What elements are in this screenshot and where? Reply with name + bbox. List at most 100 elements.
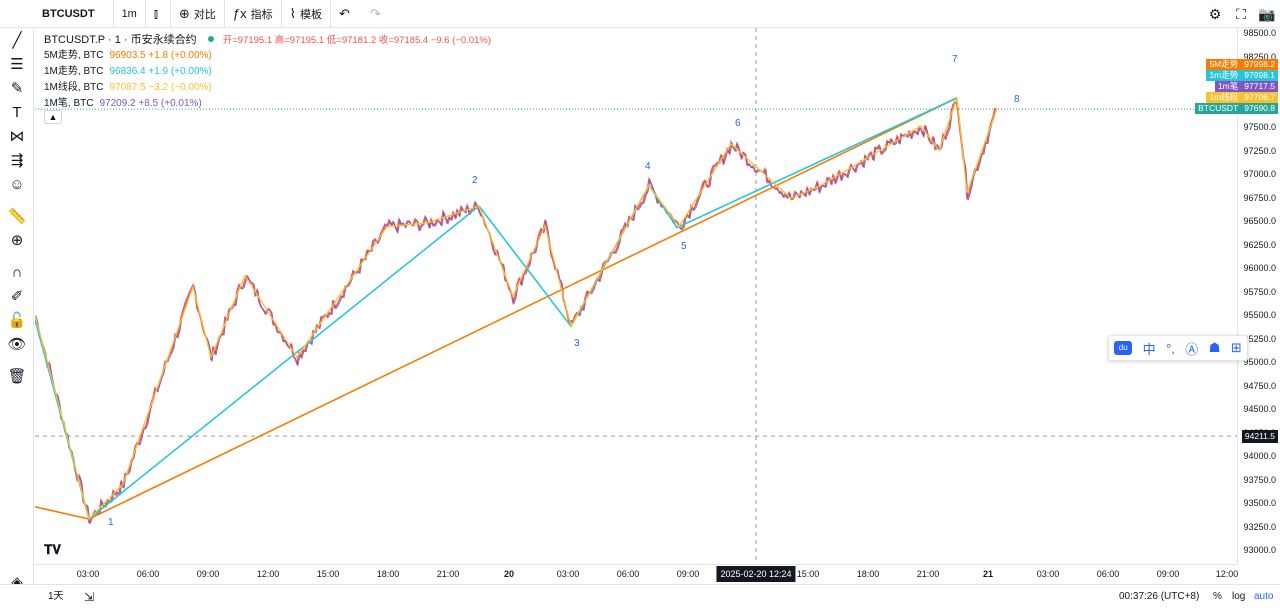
price-tick-label: 98250.0 <box>1243 51 1276 62</box>
price-tick-label: 95750.0 <box>1243 286 1276 297</box>
chart-pane[interactable]: 1 2 3 4 5 6 7 8 <box>34 28 1237 564</box>
floating-logo[interactable]: du <box>1114 341 1133 355</box>
indicators-button[interactable]: ƒx 指标 <box>225 0 282 28</box>
legend-series-value: 96836.4 +1.9 (+0.00%) <box>109 66 212 77</box>
fx-icon: ƒx <box>232 6 247 21</box>
price-tick-label: 93500.0 <box>1243 498 1276 508</box>
undo-button[interactable]: ↶ <box>331 0 362 28</box>
legend-series-row[interactable]: 1M笔, BTC 97209.2 +8.5 (+0.01%) <box>44 96 491 112</box>
punctuation-icon[interactable]: °, <box>1166 340 1175 356</box>
prediction-icon[interactable]: ⇶ <box>10 152 24 169</box>
price-tick-label: 96750.0 <box>1243 192 1276 203</box>
percent-toggle[interactable]: % <box>1213 591 1222 602</box>
interval-label: 1m <box>121 7 137 20</box>
crosshair-price-label: 94211.5 <box>1241 430 1278 444</box>
templates-label: 模板 <box>300 8 323 21</box>
wave-label: 5 <box>681 241 687 252</box>
price-tick-label: 94000.0 <box>1243 451 1276 461</box>
bottom-bar: 1天 ⇲ 00:37:26 (UTC+8) % log auto <box>0 584 1280 608</box>
font-icon[interactable]: Ⓐ <box>1185 341 1199 357</box>
compare-button[interactable]: ⊕ 对比 <box>171 0 225 28</box>
price-tick-label: 93750.0 <box>1243 474 1276 485</box>
price-tick-label: 96000.0 <box>1243 263 1276 273</box>
tradingview-logo: 𝐓𝐕 <box>44 542 61 557</box>
settings-gear-icon[interactable]: ⚙ <box>1208 5 1222 22</box>
layers-icon[interactable]: ◈ <box>11 574 23 591</box>
trash-icon[interactable]: 🗑 <box>7 368 27 385</box>
lock-icon[interactable]: 🔓 <box>7 312 27 329</box>
trend-1m-series[interactable] <box>34 97 958 521</box>
price-tick-label: 96500.0 <box>1243 216 1276 226</box>
time-tick-label: 03:00 <box>1036 569 1060 579</box>
price-tick-label: 95000.0 <box>1243 357 1276 367</box>
legend-series-name: 1M走势, BTC <box>44 66 104 77</box>
time-tick-label: 21:00 <box>436 569 460 579</box>
zoom-in-icon[interactable]: ⊕ <box>10 232 24 249</box>
price-tick-label: 97500.0 <box>1243 122 1276 132</box>
templates-button[interactable]: ⌇ 模板 <box>282 0 332 28</box>
series-price-tag: BTCUSDT 97690.8 <box>1195 103 1278 114</box>
trend-5m-series[interactable] <box>34 97 958 520</box>
time-tick-label: 21 <box>982 569 994 579</box>
indicators-label: 指标 <box>250 8 273 21</box>
time-tick-label: 06:00 <box>1096 569 1120 579</box>
wave-label: 1 <box>108 517 114 528</box>
fib-retracement-icon[interactable]: ☰ <box>10 56 24 73</box>
price-chart[interactable]: 1 2 3 4 5 6 7 8 <box>34 28 1237 564</box>
time-axis[interactable]: 03:00 06:00 09:00 12:00 15:00 18:00 21:00 20 03:… <box>35 564 1238 584</box>
legend-series-row[interactable]: 1M走势, BTC 96836.4 +1.9 (+0.00%) <box>44 64 491 80</box>
legend-series-name: 1M线段, BTC <box>44 82 104 93</box>
time-tick-label: 15:00 <box>316 569 340 579</box>
price-tick-label: 98500.0 <box>1243 28 1276 38</box>
wave-label: 2 <box>472 175 478 186</box>
legend-series-value: 97209.2 +8.5 (+0.01%) <box>99 98 202 109</box>
price-tick-label: 97250.0 <box>1243 145 1276 156</box>
symbol-search[interactable]: BTCUSDT <box>0 0 114 28</box>
grid-menu-icon[interactable]: ⊞ <box>1230 340 1242 355</box>
plus-circle-icon: ⊕ <box>179 5 190 21</box>
time-tick-label: 09:00 <box>1156 569 1180 579</box>
language-toggle[interactable]: 中 <box>1142 341 1156 357</box>
time-tick-label: 18:00 <box>376 569 400 579</box>
top-right-controls: ⚙ ⛶ 📷 <box>1202 0 1280 28</box>
trend-line-icon[interactable]: ╱ <box>12 32 22 49</box>
symbol-name: BTCUSDT <box>42 7 95 20</box>
chevron-up-icon: ▲ <box>48 112 58 122</box>
pattern-icon[interactable]: ⋈ <box>9 128 25 145</box>
skin-icon[interactable]: ☗ <box>1208 340 1221 355</box>
eye-icon[interactable]: 👁 <box>7 336 27 353</box>
legend-series-value: 96903.5 +1.8 (+0.00%) <box>109 50 212 61</box>
interval-button[interactable]: 1m <box>114 0 146 28</box>
wave-label: 7 <box>952 54 958 65</box>
brush-icon[interactable]: ✎ <box>10 80 24 97</box>
log-toggle[interactable]: log <box>1232 591 1246 602</box>
compare-label: 对比 <box>193 8 216 21</box>
auto-toggle[interactable]: auto <box>1254 591 1274 602</box>
legend-series-row[interactable]: 1M线段, BTC 97087.5 −3.2 (−0.00%) <box>44 80 491 96</box>
date-range-icon[interactable]: ⇲ <box>84 590 95 604</box>
camera-icon[interactable]: 📷 <box>1258 5 1276 22</box>
redo-icon: ↷ <box>369 5 381 21</box>
legend-collapse-button[interactable]: ▲ <box>44 110 62 124</box>
segment-1m-series[interactable] <box>34 97 998 521</box>
legend-main-title: BTCUSDT.P · 1 · 币安永续合约 <box>44 34 197 46</box>
text-tool-icon[interactable]: T <box>12 104 22 121</box>
time-tick-label: 03:00 <box>76 569 100 579</box>
chart-type-button[interactable]: ⫾ <box>146 0 172 28</box>
magnet-icon[interactable]: ∩ <box>11 264 23 281</box>
series-price-tag: 1m笔 97717.5 <box>1214 81 1278 92</box>
ruler-icon[interactable]: 📏 <box>7 208 27 225</box>
candles-icon: ⫾ <box>153 5 159 21</box>
fullscreen-icon[interactable]: ⛶ <box>1236 5 1246 22</box>
range-button[interactable]: 1天 <box>48 591 64 602</box>
redo-button[interactable]: ↷ <box>362 0 393 28</box>
wave-label: 8 <box>1014 94 1020 105</box>
legend-main-row[interactable]: BTCUSDT.P · 1 · 币安永续合约 开=97195.1 高=97195… <box>44 32 491 48</box>
price-axis[interactable]: 98500.098250.098000.097750.097500.097250… <box>1195 28 1280 564</box>
legend-series-name: 5M走势, BTC <box>44 50 104 61</box>
clock-display[interactable]: 00:37:26 (UTC+8) <box>1119 591 1200 602</box>
emoji-icon[interactable]: ☺ <box>9 176 25 193</box>
lock-drawing-icon[interactable]: ✐ <box>10 288 24 305</box>
legend-ohlc: 开=97195.1 高=97195.1 低=97181.2 收=97185.4 … <box>222 35 492 46</box>
legend-series-row[interactable]: 5M走势, BTC 96903.5 +1.8 (+0.00%) <box>44 48 491 64</box>
